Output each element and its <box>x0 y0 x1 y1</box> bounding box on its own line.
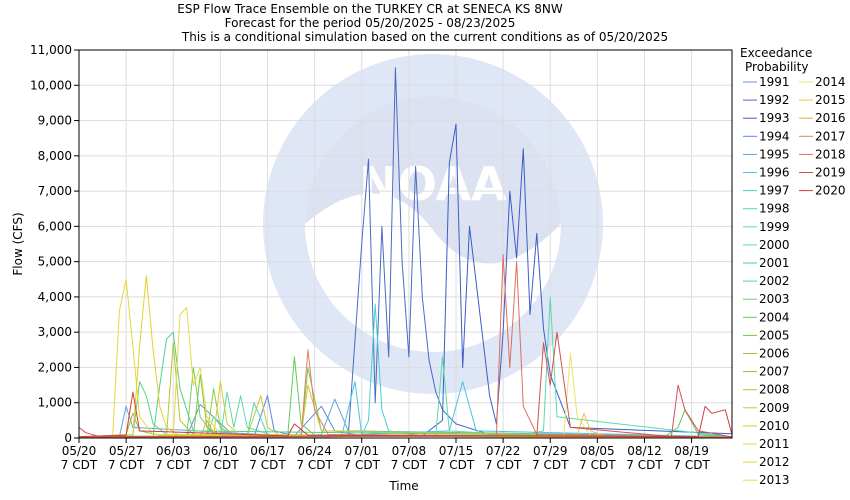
x-tick-date: 05/20 <box>62 444 97 458</box>
x-tick-time: 7 CDT <box>438 458 475 472</box>
legend-label-2011: 2011 <box>759 437 790 451</box>
legend-label-2006: 2006 <box>759 347 790 361</box>
x-tick-date: 06/17 <box>250 444 285 458</box>
legend-label-2002: 2002 <box>759 274 790 288</box>
chart-subtitle-2: This is a conditional simulation based o… <box>181 30 668 44</box>
x-tick-date: 08/05 <box>580 444 615 458</box>
legend-label-1999: 1999 <box>759 220 790 234</box>
x-tick-time: 7 CDT <box>155 458 192 472</box>
legend-label-1993: 1993 <box>759 111 790 125</box>
y-tick-label: 7,000 <box>38 184 72 198</box>
y-axis-label: Flow (CFS) <box>11 212 25 275</box>
series-lines <box>78 67 733 438</box>
y-tick-label: 3,000 <box>38 325 72 339</box>
series-line-1993 <box>78 123 733 438</box>
legend-label-2001: 2001 <box>759 256 790 270</box>
y-tick-label: 5,000 <box>38 255 72 269</box>
x-tick-date: 07/29 <box>533 444 568 458</box>
legend-label-2012: 2012 <box>759 455 790 469</box>
legend-label-2005: 2005 <box>759 328 790 342</box>
svg-text:NOAA: NOAA <box>359 157 507 211</box>
y-tick-label: 0 <box>64 431 72 445</box>
series-line-2000 <box>78 391 733 438</box>
x-axis-label: Time <box>388 479 418 493</box>
chart-title: ESP Flow Trace Ensemble on the TURKEY CR… <box>177 2 563 16</box>
y-tick-label: 1,000 <box>38 396 72 410</box>
x-tick-date: 06/03 <box>156 444 191 458</box>
x-tick-time: 7 CDT <box>108 458 145 472</box>
legend-label-2008: 2008 <box>759 383 790 397</box>
x-tick-time: 7 CDT <box>626 458 663 472</box>
legend-label-2013: 2013 <box>759 473 790 487</box>
series-line-2020 <box>78 391 733 438</box>
series-line-2018 <box>78 254 733 438</box>
legend-label-1998: 1998 <box>759 202 790 216</box>
legend-label-2017: 2017 <box>815 129 846 143</box>
legend-label-2015: 2015 <box>815 93 846 107</box>
x-tick-date: 08/12 <box>627 444 662 458</box>
legend-label-1992: 1992 <box>759 93 790 107</box>
legend-label-1991: 1991 <box>759 75 790 89</box>
legend-label-2020: 2020 <box>815 184 846 198</box>
series-line-1994 <box>78 395 733 438</box>
grid-lines <box>79 49 732 438</box>
legend-label-1997: 1997 <box>759 184 790 198</box>
x-tick-date: 07/22 <box>486 444 521 458</box>
legend-label-2009: 2009 <box>759 401 790 415</box>
x-tick-time: 7 CDT <box>579 458 616 472</box>
x-tick-time: 7 CDT <box>202 458 239 472</box>
series-line-2019 <box>78 331 733 438</box>
legend-label-1996: 1996 <box>759 166 790 180</box>
x-tick-time: 7 CDT <box>61 458 98 472</box>
y-axis: 0 1,000 2,000 3,000 4,000 5,000 6,000 7,000 8,00… <box>30 43 79 445</box>
legend-title-line-2: Probability <box>745 60 808 74</box>
x-tick-date: 07/01 <box>344 444 379 458</box>
legend-label-2000: 2000 <box>759 238 790 252</box>
x-tick-time: 7 CDT <box>344 458 381 472</box>
series-line-2001 <box>78 331 733 438</box>
x-tick-time: 7 CDT <box>673 458 710 472</box>
x-tick-time: 7 CDT <box>532 458 569 472</box>
legend-label-2018: 2018 <box>815 147 846 161</box>
y-tick-label: 8,000 <box>38 149 72 163</box>
x-tick-time: 7 CDT <box>485 458 522 472</box>
legend-label-2010: 2010 <box>759 419 790 433</box>
y-tick-label: 6,000 <box>38 219 72 233</box>
noaa-watermark-logo: NOAA <box>263 54 603 394</box>
legend-title-line-1: Exceedance <box>740 46 812 60</box>
x-tick-date: 06/10 <box>203 444 238 458</box>
x-tick-time: 7 CDT <box>249 458 286 472</box>
y-tick-label: 4,000 <box>38 290 72 304</box>
x-tick-time: 7 CDT <box>391 458 428 472</box>
series-line-1995 <box>78 398 733 438</box>
x-tick-date: 06/24 <box>297 444 332 458</box>
x-tick-date: 08/19 <box>674 444 709 458</box>
legend-label-2014: 2014 <box>815 75 846 89</box>
x-tick-time: 7 CDT <box>296 458 333 472</box>
x-tick-date: 05/27 <box>109 444 144 458</box>
legend-label-2016: 2016 <box>815 111 846 125</box>
y-tick-label: 10,000 <box>30 78 72 92</box>
legend-label-2004: 2004 <box>759 310 790 324</box>
y-tick-label: 11,000 <box>30 43 72 57</box>
y-tick-label: 2,000 <box>38 360 72 374</box>
chart-subtitle: Forecast for the period 05/20/2025 - 08/… <box>225 16 516 30</box>
legend-label-2003: 2003 <box>759 292 790 306</box>
legend-label-1995: 1995 <box>759 147 790 161</box>
x-tick-date: 07/15 <box>439 444 474 458</box>
plot-frame <box>78 49 733 439</box>
legend-label-2007: 2007 <box>759 365 790 379</box>
y-tick-label: 9,000 <box>38 114 72 128</box>
legend-label-1994: 1994 <box>759 129 790 143</box>
x-tick-date: 07/08 <box>392 444 427 458</box>
legend-label-2019: 2019 <box>815 166 846 180</box>
series-line-2013 <box>78 307 733 438</box>
